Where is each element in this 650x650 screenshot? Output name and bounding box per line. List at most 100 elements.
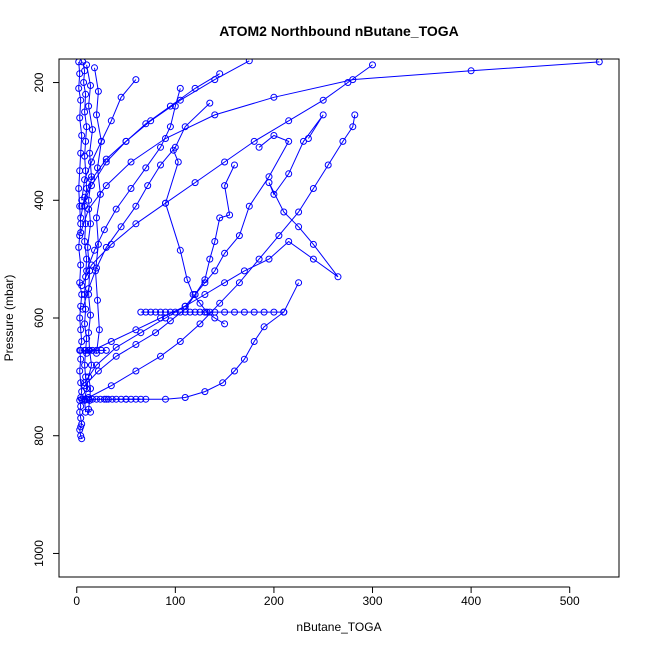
x-tick-label: 400	[461, 594, 481, 608]
data-point	[122, 137, 130, 145]
x-axis: 0 100 200 300 400 500	[73, 586, 580, 608]
data-point	[211, 267, 219, 275]
data-point	[132, 341, 140, 348]
data-point	[89, 395, 96, 403]
data-point	[231, 367, 238, 375]
data-point	[201, 291, 209, 298]
series-line	[80, 73, 220, 218]
data-point	[85, 395, 93, 403]
data-point	[83, 61, 91, 69]
data-point	[76, 314, 84, 322]
data-point	[339, 137, 347, 145]
data-point	[181, 394, 189, 401]
data-point	[181, 308, 189, 316]
data-point	[88, 182, 95, 190]
y-tick-label: 200	[32, 72, 46, 92]
data-point	[81, 379, 89, 387]
data-point	[75, 84, 83, 92]
data-point	[132, 76, 140, 84]
data-point	[250, 308, 258, 316]
x-tick-label: 100	[165, 594, 185, 608]
data-point	[211, 238, 219, 245]
data-point	[211, 76, 219, 84]
data-point	[285, 170, 293, 178]
data-point	[169, 146, 177, 154]
data-point	[102, 158, 110, 166]
data-point	[77, 214, 85, 222]
data-point	[285, 117, 293, 125]
data-point	[467, 67, 475, 75]
series-16	[85, 111, 359, 401]
series-4	[91, 64, 105, 357]
data-point	[102, 182, 110, 190]
data-point	[235, 232, 243, 240]
data-point	[108, 395, 116, 403]
data-point	[104, 395, 112, 403]
data-point	[112, 205, 120, 213]
series-10	[83, 84, 184, 275]
data-point	[77, 96, 85, 104]
data-point	[85, 205, 93, 213]
data-point	[93, 395, 100, 403]
data-point	[147, 117, 155, 125]
data-point	[81, 176, 89, 184]
data-point	[127, 158, 135, 166]
data-point	[221, 320, 229, 328]
data-point	[235, 279, 243, 287]
data-point	[201, 308, 209, 316]
data-point	[280, 308, 288, 316]
data-point	[162, 135, 169, 142]
y-tick-label: 800	[32, 425, 46, 445]
x-axis-label: nButane_TOGA	[296, 620, 381, 634]
data-point	[102, 346, 110, 354]
data-point	[260, 308, 268, 316]
data-point	[201, 279, 209, 287]
data-point	[137, 308, 145, 316]
series-line	[86, 114, 339, 354]
data-point	[349, 76, 357, 84]
data-point	[186, 308, 194, 316]
series-18	[137, 308, 288, 316]
data-point	[255, 143, 263, 151]
chart-title: ATOM2 Northbound nButane_TOGA	[219, 23, 459, 39]
data-point	[94, 87, 102, 95]
data-point	[132, 326, 140, 334]
data-point	[181, 123, 189, 131]
data-point	[211, 111, 219, 119]
data-point	[166, 123, 174, 131]
data-point	[93, 346, 100, 354]
data-point	[206, 255, 214, 263]
data-point	[87, 385, 94, 393]
data-point	[78, 435, 86, 443]
data-point	[221, 249, 229, 257]
data-point	[96, 395, 104, 403]
data-point	[81, 152, 89, 160]
data-point	[250, 338, 258, 345]
data-point	[107, 117, 115, 125]
series-line	[80, 61, 600, 233]
series-9	[77, 59, 603, 237]
data-point	[117, 223, 125, 231]
data-point	[80, 79, 88, 86]
data-point	[157, 308, 164, 316]
y-axis: 200 400 600 800 1000	[32, 72, 60, 567]
series-1	[75, 59, 86, 443]
data-point	[81, 291, 89, 298]
data-point	[88, 361, 95, 369]
data-point	[77, 423, 85, 431]
series-19	[78, 395, 145, 403]
data-point	[309, 240, 317, 248]
data-point	[77, 326, 85, 334]
plot-frame	[58, 58, 620, 578]
data-point	[176, 308, 184, 316]
data-point	[75, 243, 83, 251]
data-point	[95, 326, 103, 334]
data-point	[174, 158, 182, 166]
data-point	[132, 202, 140, 210]
data-point	[132, 220, 140, 228]
data-point	[82, 305, 90, 313]
y-axis-label: Pressure (mbar)	[2, 275, 16, 362]
data-point	[85, 285, 93, 293]
data-point	[300, 137, 307, 145]
data-point	[82, 90, 90, 98]
